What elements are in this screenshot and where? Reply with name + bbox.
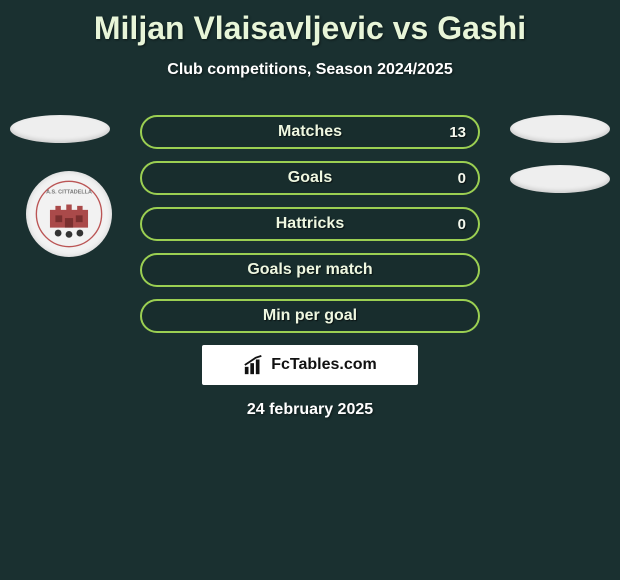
stat-label: Matches	[278, 123, 342, 141]
stat-row-matches: Matches 13	[140, 115, 480, 149]
player-right-oval-2	[510, 165, 610, 193]
svg-text:A.S. CITTADELLA: A.S. CITTADELLA	[46, 190, 92, 196]
stat-value: 0	[458, 216, 466, 233]
snapshot-date: 24 february 2025	[0, 401, 620, 419]
stat-label: Min per goal	[263, 307, 357, 325]
player-left-oval-1	[10, 115, 110, 143]
page-title: Miljan Vlaisavljevic vs Gashi	[0, 0, 620, 47]
stat-label: Hattricks	[276, 215, 344, 233]
stat-row-min-per-goal: Min per goal	[140, 299, 480, 333]
stat-row-goals: Goals 0	[140, 161, 480, 195]
bar-chart-icon	[243, 354, 265, 376]
brand-text: FcTables.com	[271, 356, 377, 374]
stat-label: Goals per match	[247, 261, 372, 279]
stat-row-hattricks: Hattricks 0	[140, 207, 480, 241]
stat-value: 0	[458, 170, 466, 187]
subtitle: Club competitions, Season 2024/2025	[0, 61, 620, 79]
stat-row-goals-per-match: Goals per match	[140, 253, 480, 287]
club-badge-left: A.S. CITTADELLA	[26, 171, 112, 257]
comparison-panel: A.S. CITTADELLA Matches 13 Goals 0 Hattr…	[0, 115, 620, 419]
stat-rows: Matches 13 Goals 0 Hattricks 0 Goals per…	[140, 115, 480, 333]
stat-value: 13	[449, 124, 466, 141]
castle-crest-icon: A.S. CITTADELLA	[35, 180, 103, 248]
brand-attribution[interactable]: FcTables.com	[202, 345, 418, 385]
player-right-oval-1	[510, 115, 610, 143]
stat-label: Goals	[288, 169, 332, 187]
